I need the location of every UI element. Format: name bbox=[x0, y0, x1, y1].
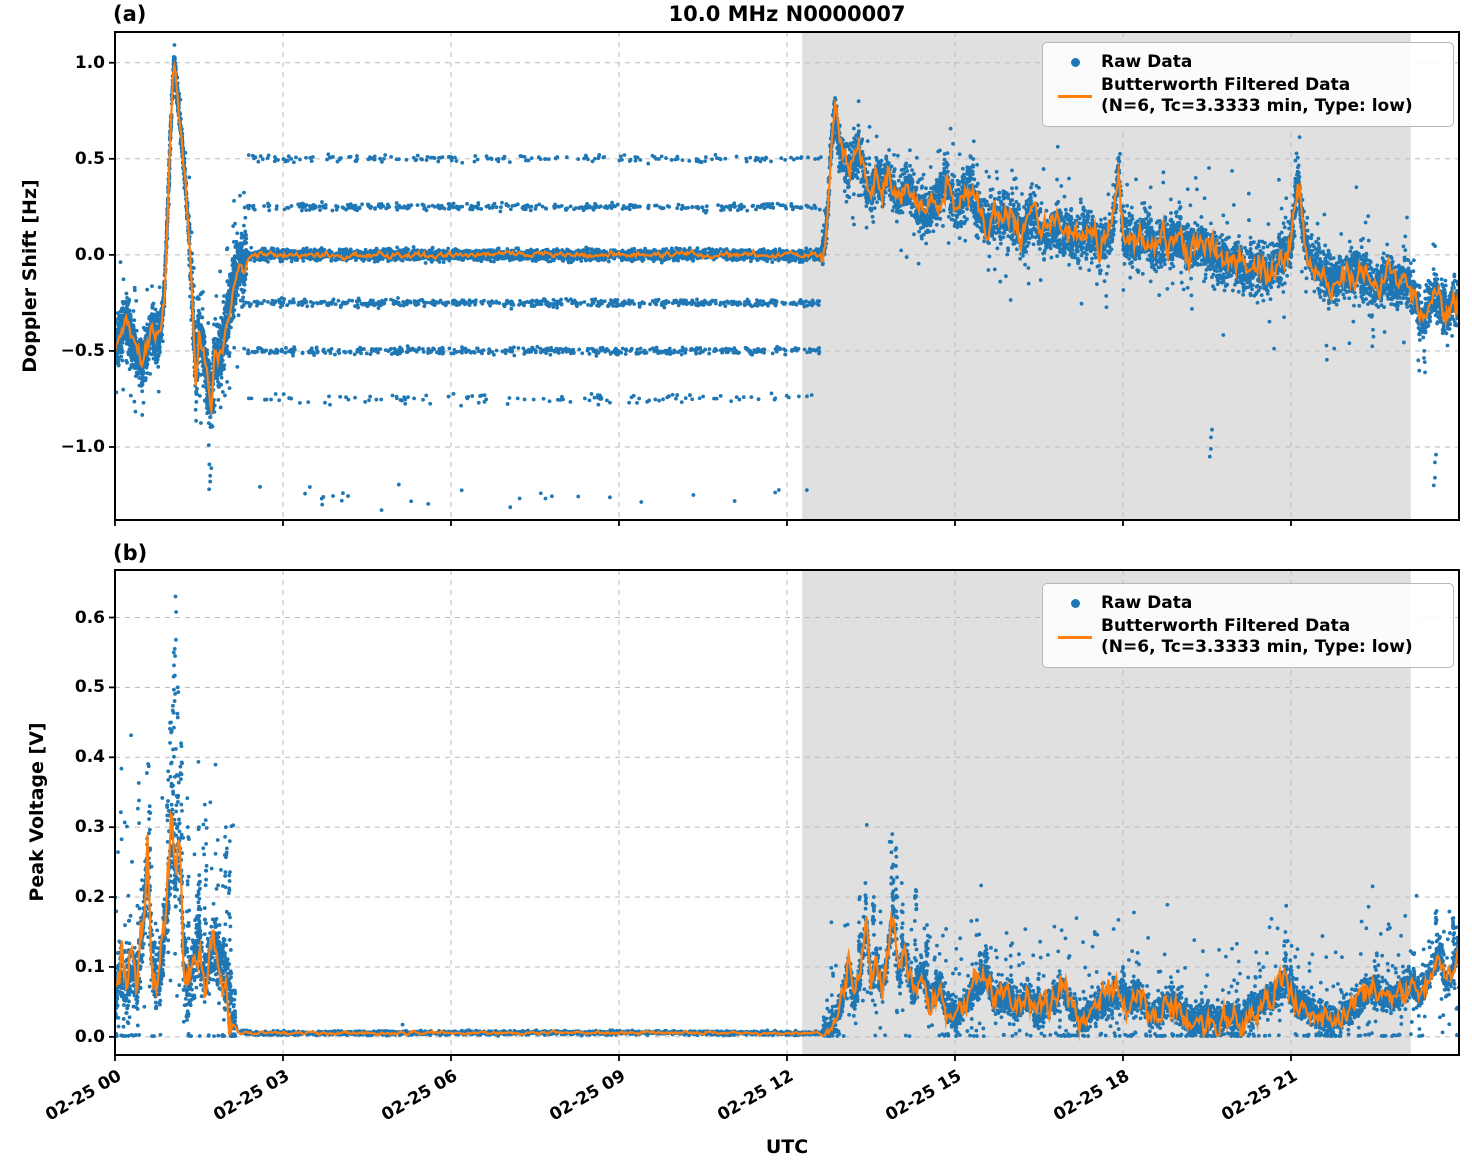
y-tick-label: 0.3 bbox=[74, 817, 105, 838]
y-tick-label: 0.0 bbox=[74, 1026, 105, 1047]
y-tick-label: 0.1 bbox=[74, 956, 105, 977]
panel-b-label: (b) bbox=[113, 541, 148, 565]
raw-data-marker-cell bbox=[1053, 58, 1097, 67]
filtered-marker-cell bbox=[1053, 94, 1097, 98]
raw-data-dot-icon bbox=[1070, 58, 1080, 67]
legend-item-filtered: Butterworth Filtered Data (N=6, Tc=3.333… bbox=[1053, 616, 1443, 658]
legend-panel-b: Raw Data Butterworth Filtered Data (N=6,… bbox=[1042, 583, 1454, 668]
y-tick-label: 0.2 bbox=[74, 887, 105, 908]
legend-label-filtered-line1: Butterworth Filtered Data bbox=[1101, 75, 1351, 95]
raw-data-dot-icon bbox=[1070, 599, 1080, 608]
legend-item-filtered: Butterworth Filtered Data (N=6, Tc=3.333… bbox=[1053, 75, 1443, 117]
y-tick-label: −1.0 bbox=[60, 436, 105, 457]
legend-label-filtered-line2: (N=6, Tc=3.3333 min, Type: low) bbox=[1101, 96, 1413, 116]
legend-label-filtered-line2: (N=6, Tc=3.3333 min, Type: low) bbox=[1101, 637, 1413, 657]
legend-label-raw: Raw Data bbox=[1101, 52, 1193, 72]
doppler-y-axis-label: Doppler Shift [Hz] bbox=[19, 179, 41, 373]
y-tick-label: −0.5 bbox=[60, 340, 105, 361]
filtered-line-icon bbox=[1058, 94, 1092, 98]
y-tick-label: 0.5 bbox=[74, 677, 105, 698]
raw-data-marker-cell bbox=[1053, 599, 1097, 608]
y-tick-label: 0.0 bbox=[74, 244, 105, 265]
legend-label-filtered: Butterworth Filtered Data (N=6, Tc=3.333… bbox=[1101, 75, 1413, 117]
filtered-marker-cell bbox=[1053, 635, 1097, 639]
x-axis-label: UTC bbox=[765, 1136, 809, 1158]
y-tick-label: 0.4 bbox=[74, 747, 105, 768]
legend-panel-a: Raw Data Butterworth Filtered Data (N=6,… bbox=[1042, 42, 1454, 127]
filtered-line-icon bbox=[1058, 635, 1092, 639]
y-tick-label: 0.5 bbox=[74, 148, 105, 169]
y-tick-label: 0.6 bbox=[74, 607, 105, 628]
figure-title: 10.0 MHz N0000007 bbox=[668, 2, 906, 26]
legend-label-filtered: Butterworth Filtered Data (N=6, Tc=3.333… bbox=[1101, 616, 1413, 658]
y-tick-label: 1.0 bbox=[74, 52, 105, 73]
legend-item-raw: Raw Data bbox=[1053, 593, 1443, 614]
legend-label-filtered-line1: Butterworth Filtered Data bbox=[1101, 616, 1351, 636]
legend-item-raw: Raw Data bbox=[1053, 52, 1443, 73]
legend-label-raw: Raw Data bbox=[1101, 593, 1193, 613]
panel-a-label: (a) bbox=[113, 2, 147, 26]
